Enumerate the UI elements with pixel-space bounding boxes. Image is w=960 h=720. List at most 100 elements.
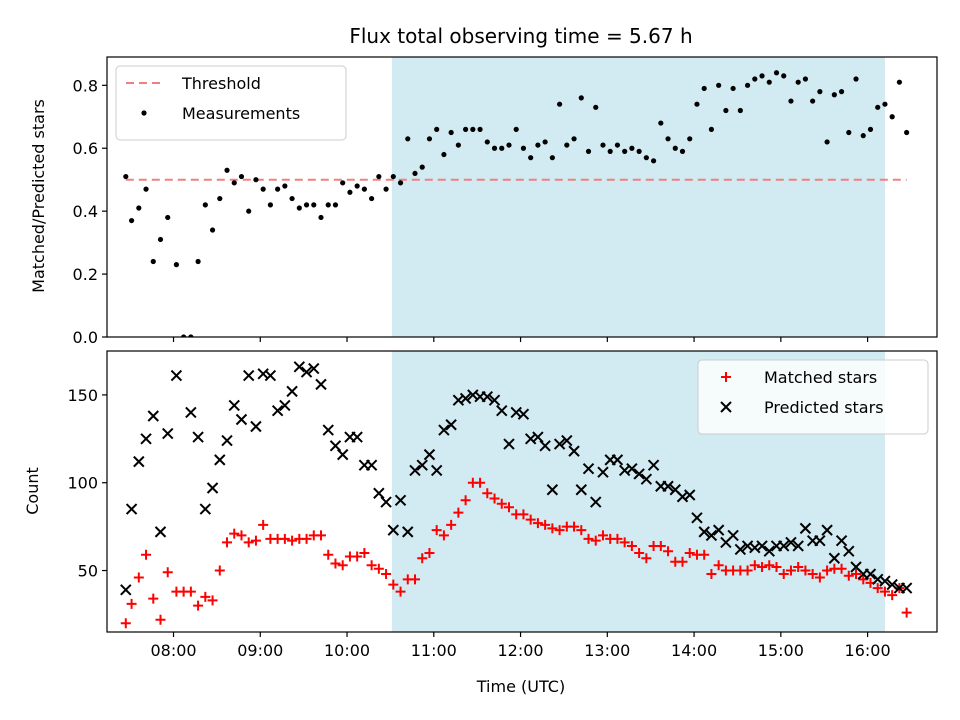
data-point bbox=[838, 89, 845, 95]
data-point bbox=[520, 145, 527, 151]
data-point bbox=[716, 82, 722, 88]
data-point bbox=[684, 547, 695, 558]
data-point bbox=[679, 148, 686, 154]
data-point bbox=[828, 552, 841, 564]
legend-label: Predicted stars bbox=[764, 398, 884, 417]
data-point bbox=[207, 595, 218, 606]
data-point bbox=[549, 155, 555, 161]
data-point bbox=[810, 98, 816, 104]
data-point bbox=[192, 431, 204, 443]
data-point bbox=[329, 440, 342, 452]
data-point bbox=[394, 494, 407, 506]
data-point bbox=[824, 139, 830, 145]
plot-area bbox=[123, 70, 910, 337]
data-point bbox=[424, 547, 435, 558]
x-tick-label: 12:00 bbox=[497, 641, 543, 660]
series-matched-stars bbox=[120, 477, 912, 629]
data-point bbox=[590, 496, 602, 508]
data-point bbox=[773, 70, 780, 76]
data-point bbox=[148, 593, 159, 604]
data-point bbox=[430, 464, 443, 477]
data-point bbox=[459, 392, 472, 405]
data-point bbox=[426, 136, 433, 142]
data-point bbox=[860, 133, 866, 139]
data-point bbox=[126, 598, 137, 609]
data-point bbox=[633, 468, 645, 480]
data-point bbox=[846, 129, 852, 136]
plot-area bbox=[120, 361, 913, 629]
data-point bbox=[463, 126, 469, 132]
x-tick-label: 16:00 bbox=[845, 641, 891, 660]
data-point bbox=[330, 558, 341, 569]
data-point bbox=[634, 547, 645, 558]
data-point bbox=[901, 607, 912, 618]
data-point bbox=[397, 180, 404, 186]
data-point bbox=[217, 195, 223, 202]
series-measurements bbox=[123, 70, 910, 337]
data-point bbox=[316, 530, 327, 541]
data-point bbox=[585, 148, 592, 154]
data-point bbox=[214, 565, 225, 576]
data-point bbox=[900, 582, 913, 594]
data-point bbox=[600, 142, 606, 148]
data-point bbox=[376, 173, 382, 180]
data-point bbox=[373, 563, 384, 574]
data-point bbox=[209, 227, 216, 233]
data-point bbox=[206, 482, 219, 494]
data-point bbox=[571, 136, 577, 142]
data-point bbox=[499, 145, 505, 151]
data-point bbox=[200, 591, 211, 602]
data-point bbox=[199, 503, 212, 515]
data-point bbox=[181, 334, 187, 337]
data-point bbox=[749, 560, 760, 571]
data-point bbox=[723, 107, 729, 114]
data-point bbox=[332, 202, 339, 208]
data-point bbox=[694, 101, 700, 107]
data-point bbox=[712, 524, 725, 536]
data-point bbox=[323, 549, 334, 560]
legend-swatch bbox=[721, 372, 731, 382]
data-point bbox=[771, 562, 782, 573]
data-point bbox=[802, 76, 809, 82]
data-point bbox=[460, 495, 471, 506]
data-point bbox=[337, 560, 348, 571]
data-point bbox=[387, 524, 400, 536]
legend: Threshold Measurements bbox=[115, 65, 347, 141]
data-point bbox=[636, 148, 642, 154]
panel-0: 0.0 0.2 0.4 0.6 0.8 Threshold Measurements bbox=[73, 56, 938, 347]
data-point bbox=[662, 480, 674, 492]
data-point bbox=[835, 534, 848, 547]
data-point bbox=[438, 530, 449, 541]
data-point bbox=[289, 195, 295, 202]
legend-box bbox=[115, 65, 347, 141]
data-point bbox=[778, 569, 789, 580]
data-point bbox=[851, 569, 862, 580]
data-point bbox=[614, 142, 621, 148]
data-point bbox=[303, 202, 310, 208]
data-point bbox=[795, 79, 801, 85]
x-axis-title: Time (UTC) bbox=[476, 677, 565, 696]
data-point bbox=[308, 362, 320, 375]
data-point bbox=[383, 186, 389, 192]
data-point bbox=[224, 167, 230, 173]
data-point bbox=[409, 574, 420, 585]
data-point bbox=[532, 518, 543, 529]
data-point bbox=[597, 466, 609, 478]
data-point bbox=[887, 590, 898, 601]
data-point bbox=[354, 183, 360, 189]
data-point bbox=[419, 164, 425, 170]
data-point bbox=[267, 202, 273, 208]
data-point bbox=[491, 145, 498, 151]
data-point bbox=[170, 369, 183, 382]
data-point bbox=[128, 217, 135, 224]
data-point bbox=[296, 205, 302, 211]
data-point bbox=[756, 540, 768, 552]
data-point bbox=[626, 540, 637, 551]
data-point bbox=[886, 578, 898, 591]
x-tick-label: 09:00 bbox=[237, 641, 283, 660]
data-point bbox=[843, 570, 854, 581]
data-point bbox=[147, 410, 159, 422]
data-point bbox=[763, 545, 775, 557]
data-point bbox=[766, 79, 772, 85]
observing-window-shade bbox=[391, 57, 885, 337]
